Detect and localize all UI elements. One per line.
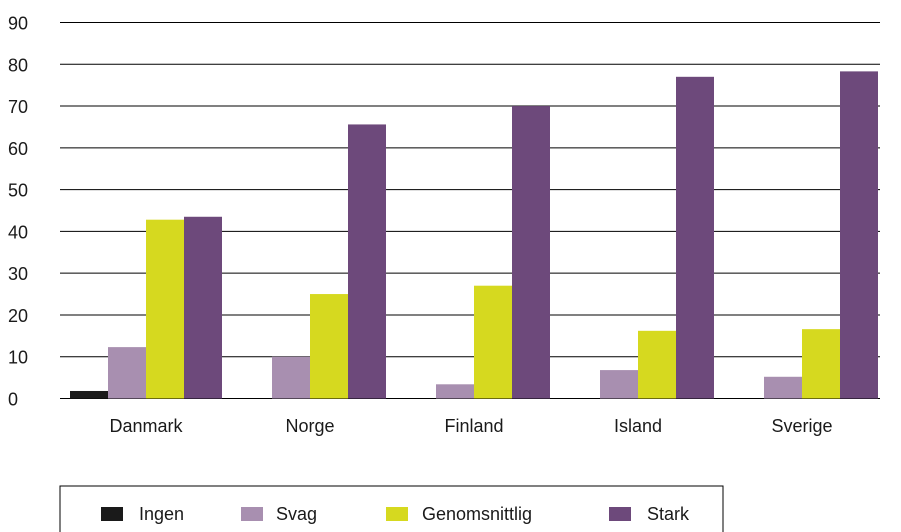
x-category-label: Sverige: [771, 416, 832, 436]
legend: Ingen Svag Genomsnittlig Stark: [59, 485, 724, 532]
y-tick-label: 80: [8, 55, 28, 75]
bar-svag-norge: [272, 356, 310, 399]
y-tick-label: 60: [8, 139, 28, 159]
bars: [70, 71, 878, 399]
bar-svag-finland: [436, 384, 474, 399]
legend-swatch-ingen: [101, 507, 123, 521]
y-tick-label: 40: [8, 222, 28, 242]
y-tick-label: 50: [8, 181, 28, 201]
bar-genomsnittlig-finland: [474, 285, 512, 399]
legend-swatch-genomsnittlig: [386, 507, 408, 521]
bar-stark-norge: [348, 124, 386, 399]
bar-stark-danmark: [184, 216, 222, 399]
bar-genomsnittlig-danmark: [146, 219, 184, 399]
bar-genomsnittlig-sverige: [802, 329, 840, 399]
legend-label-stark: Stark: [647, 504, 690, 524]
bar-stark-sverige: [840, 71, 878, 399]
legend-label-svag: Svag: [276, 504, 317, 524]
y-tick-label: 0: [8, 390, 18, 410]
y-tick-label: 90: [8, 14, 28, 34]
bar-stark-island: [676, 76, 714, 399]
bar-genomsnittlig-island: [638, 330, 676, 399]
legend-swatch-stark: [609, 507, 631, 521]
bar-svag-island: [600, 370, 638, 399]
bar-ingen-danmark: [70, 390, 108, 399]
x-axis-category-labels: Danmark Norge Finland Island Sverige: [109, 416, 832, 436]
legend-frame: [59, 485, 724, 532]
y-tick-label: 70: [8, 97, 28, 117]
y-axis-tick-labels: 0 10 20 30 40 50 60 70 80 90: [8, 14, 28, 410]
bar-stark-finland: [512, 106, 550, 399]
x-category-label: Danmark: [109, 416, 183, 436]
x-category-label: Norge: [285, 416, 334, 436]
bar-svag-sverige: [764, 376, 802, 399]
legend-swatch-svag: [241, 507, 263, 521]
legend-label-ingen: Ingen: [139, 504, 184, 524]
x-category-label: Island: [614, 416, 662, 436]
y-tick-label: 10: [8, 348, 28, 368]
bar-genomsnittlig-norge: [310, 294, 348, 399]
x-category-label: Finland: [444, 416, 503, 436]
y-tick-label: 30: [8, 264, 28, 284]
bar-svag-danmark: [108, 347, 146, 399]
y-tick-label: 20: [8, 306, 28, 326]
legend-label-genomsnittlig: Genomsnittlig: [422, 504, 532, 524]
